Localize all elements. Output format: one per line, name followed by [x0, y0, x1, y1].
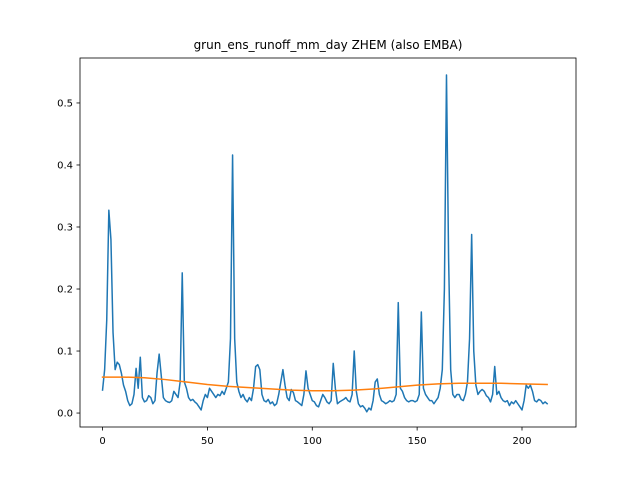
x-tick-label: 0: [99, 436, 105, 447]
x-tick-label: 100: [303, 436, 322, 447]
y-tick-label: 0.5: [57, 99, 73, 110]
x-tick-label: 50: [201, 436, 214, 447]
x-tick-label: 200: [512, 436, 531, 447]
y-tick-label: 0.3: [57, 223, 73, 234]
plot-frame: [79, 57, 577, 428]
axes-layer: 0 50 100 150 200 0.0 0.1 0.2 0.3 0.4 0.5: [57, 57, 577, 447]
y-tick-label: 0.2: [57, 285, 73, 296]
y-tick-label: 0.0: [57, 409, 73, 420]
chart-title: grun_ens_runoff_mm_day ZHEM (also EMBA): [194, 38, 463, 52]
series-line-1: [101, 74, 549, 413]
y-tick-label: 0.1: [57, 347, 73, 358]
series-layer: [101, 74, 549, 413]
series-line-2: [101, 376, 548, 392]
y-tick-label: 0.4: [57, 161, 73, 172]
x-tick-label: 150: [408, 436, 427, 447]
